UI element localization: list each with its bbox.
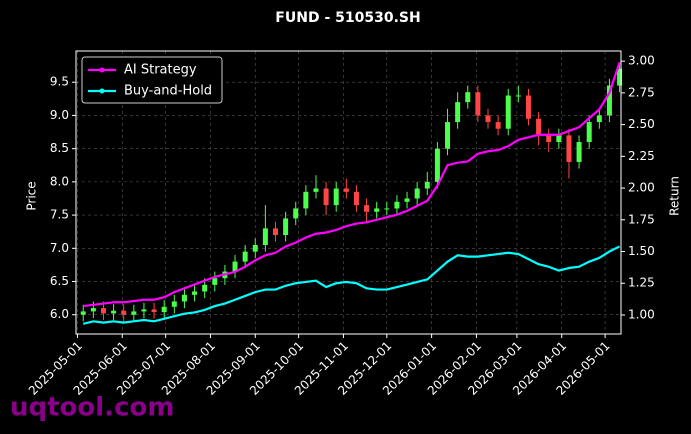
candle-body [364, 205, 370, 212]
candle-body [617, 68, 623, 86]
legend-label: AI Strategy [124, 63, 197, 78]
candle-body [192, 291, 198, 295]
candle-body [293, 208, 299, 219]
candle-body [424, 181, 430, 189]
y-tick-label: 8.5 [50, 141, 69, 155]
candle-body [505, 95, 511, 129]
candle-body [202, 284, 208, 292]
candle-body [90, 308, 96, 312]
y-tick-label: 7.0 [50, 241, 69, 255]
candle-body [546, 135, 552, 143]
candle-body [414, 188, 420, 199]
y2-tick-label: 2.00 [628, 181, 655, 195]
candle-body [80, 311, 86, 315]
legend-label: Buy-and-Hold [124, 84, 212, 99]
watermark: uqtool.com [10, 393, 174, 423]
candle-body [131, 311, 137, 315]
candle-body [455, 102, 461, 123]
candle-body [536, 118, 542, 136]
candle-body [566, 135, 572, 162]
candle-body [445, 122, 451, 149]
candle-body [485, 115, 491, 123]
candle-body [141, 309, 147, 312]
candle-body [525, 95, 531, 119]
chart-title: FUND - 510530.SH [275, 10, 420, 26]
candle-body [100, 308, 106, 314]
legend-marker [99, 67, 105, 73]
legend-marker [99, 88, 105, 94]
candle-body [515, 95, 521, 97]
y-tick-label: 6.5 [50, 274, 69, 288]
candle-body [596, 115, 602, 123]
candle-body [151, 309, 157, 313]
candle-body [283, 218, 289, 236]
y2-tick-label: 1.50 [628, 244, 655, 258]
candle-body [374, 208, 380, 212]
candle-body [404, 198, 410, 202]
y-tick-label: 9.0 [50, 108, 69, 122]
y-tick-label: 8.0 [50, 174, 69, 188]
candle-body [161, 306, 167, 313]
legend: AI Strategy Buy-and-Hold [81, 56, 223, 104]
candle-body [232, 261, 238, 272]
y2-tick-label: 2.50 [628, 117, 655, 131]
y-tick-label: 7.5 [50, 208, 69, 222]
candle-body [212, 278, 218, 285]
candle-body [313, 188, 319, 192]
y2-axis-label: Return [668, 176, 682, 216]
candle-body [171, 301, 177, 307]
y-tick-label: 9.5 [50, 75, 69, 89]
candle-body [262, 228, 268, 245]
y2-tick-label: 1.25 [628, 276, 655, 290]
candle-body [556, 135, 562, 143]
y2-tick-label: 2.75 [628, 85, 655, 99]
y-axis-label: Price [25, 181, 39, 210]
candle-body [121, 310, 127, 315]
candle-body [394, 201, 400, 209]
candle-body [606, 85, 612, 116]
candle-body [576, 142, 582, 162]
y2-tick-label: 1.00 [628, 307, 655, 321]
y2-tick-label: 3.00 [628, 54, 655, 68]
candle-body [343, 188, 349, 192]
series-line [82, 245, 621, 325]
y-tick-label: 6.0 [50, 307, 69, 321]
candle-body [272, 228, 278, 236]
candle-body [475, 92, 481, 116]
plot-frame [75, 50, 622, 335]
candle-body [242, 251, 248, 262]
series-line [83, 62, 621, 308]
candle-body [252, 244, 258, 252]
candle-body [384, 208, 390, 210]
candle-body [465, 92, 471, 103]
candle-body [303, 191, 309, 209]
candle-body [323, 188, 329, 206]
candle-body [111, 310, 117, 314]
candle-body [434, 148, 440, 182]
candle-body [495, 122, 501, 129]
y2-tick-label: 2.25 [628, 149, 655, 163]
candle-body [333, 188, 339, 206]
legend-box [81, 56, 223, 104]
candle-body [586, 122, 592, 143]
candle-body [181, 294, 187, 302]
candle-body [353, 191, 359, 206]
y2-tick-label: 1.75 [628, 212, 655, 226]
